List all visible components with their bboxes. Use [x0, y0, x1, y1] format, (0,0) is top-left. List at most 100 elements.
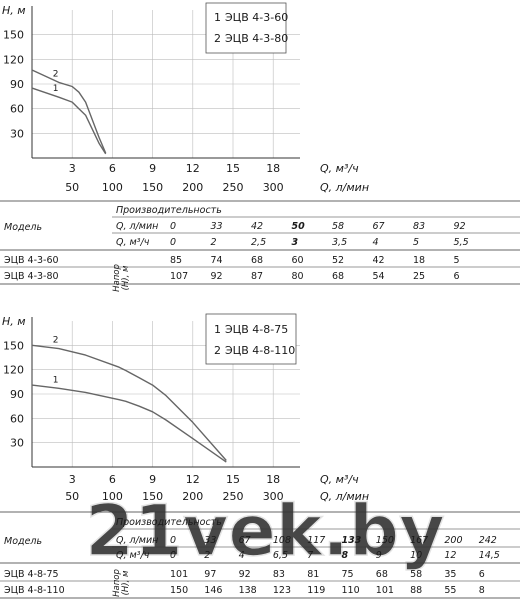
legend-num-1: 1 [214, 323, 221, 336]
legend: 1 ЭЦВ 4-3-60 2 ЭЦВ 4-3-80 [205, 2, 288, 54]
x-tick-label-lmin: 250 [223, 490, 244, 503]
x-tick-label-m3h: 12 [186, 162, 200, 175]
q-lmin-cell: 33 [211, 221, 223, 232]
model-header: Модель [4, 536, 42, 547]
q-lmin-cell: 67 [373, 221, 385, 232]
y-tick-label: 30 [10, 437, 24, 450]
q-lmin-cell: 67 [239, 535, 251, 546]
head-value-cell: 87 [251, 271, 263, 282]
head-value-cell: 8 [479, 585, 485, 596]
head-value-cell: 35 [444, 569, 456, 580]
head-value-cell: 81 [307, 569, 319, 580]
y-tick-label: 30 [10, 127, 24, 140]
x-axis-label-lmin: Q, л/мин [320, 490, 369, 503]
series-line-1 [31, 384, 227, 463]
q-m3h-cell: 7 [307, 550, 313, 561]
q-lmin-cell: 0 [170, 221, 176, 232]
x-tick-label-lmin: 100 [102, 490, 123, 503]
q-m3h-cell: 0 [170, 237, 176, 248]
q-m3h-label: Q, м³/ч [116, 237, 150, 248]
legend-label-2: ЭЦВ 4-8-110 [225, 344, 295, 357]
head-value-cell: 85 [170, 255, 182, 266]
q-lmin-cell: 42 [251, 221, 263, 232]
head-label: Напор (H), м [112, 569, 131, 597]
q-lmin-cell: 150 [376, 535, 394, 546]
head-value-cell: 74 [211, 255, 223, 266]
head-value-cell: 101 [170, 569, 188, 580]
q-m3h-cell: 2 [211, 237, 217, 248]
x-tick-label-lmin: 300 [263, 181, 284, 194]
q-lmin-cell: 117 [307, 535, 325, 546]
y-tick-label: 150 [3, 339, 24, 352]
head-value-cell: 60 [292, 255, 304, 266]
y-tick-label: 120 [3, 53, 24, 66]
head-value-cell: 119 [307, 585, 325, 596]
q-lmin-cell: 33 [204, 535, 216, 546]
head-value-cell: 6 [454, 271, 460, 282]
series-number-label-2: 2 [53, 336, 59, 346]
head-value-cell: 68 [251, 255, 263, 266]
legend: 1 ЭЦВ 4-8-75 2 ЭЦВ 4-8-110 [205, 313, 297, 365]
prod-header: Производительность [116, 205, 222, 216]
q-m3h-cell: 2,5 [251, 237, 266, 248]
watermark-text: 21vek.by [85, 490, 444, 572]
head-value-cell: 146 [204, 585, 222, 596]
head-value-cell: 97 [204, 569, 216, 580]
x-tick-label-m3h: 3 [69, 162, 76, 175]
head-label-line-2: (H), м [121, 570, 131, 595]
head-label-line-1: Напор [112, 569, 122, 597]
q-lmin-cell: 50 [292, 221, 306, 232]
x-tick-label-m3h: 18 [266, 162, 280, 175]
q-lmin-cell: 83 [413, 221, 425, 232]
q-lmin-cell: 0 [170, 535, 176, 546]
head-value-cell: 107 [170, 271, 188, 282]
x-tick-label-lmin: 200 [182, 181, 203, 194]
model-name: ЭЦВ 4-8-110 [4, 585, 65, 596]
y-axis-label: H, м [2, 4, 26, 17]
x-axis-label-lmin: Q, л/мин [320, 181, 369, 194]
series-number-label-1: 1 [53, 84, 59, 94]
legend-label-2: ЭЦВ 4-3-80 [225, 32, 288, 45]
head-value-cell: 18 [413, 255, 425, 266]
x-tick-label-lmin: 50 [65, 181, 79, 194]
x-tick-label-lmin: 150 [142, 490, 163, 503]
x-tick-label-lmin: 300 [263, 490, 284, 503]
x-tick-label-m3h: 15 [226, 473, 240, 486]
model-name: ЭЦВ 4-3-60 [4, 255, 59, 266]
legend-box [205, 313, 297, 365]
legend-num-2: 2 [214, 344, 221, 357]
q-m3h-cell: 3 [292, 237, 299, 248]
legend-label-1: ЭЦВ 4-3-60 [225, 11, 288, 24]
series-line-2 [31, 344, 227, 461]
q-lmin-label: Q, л/мин [116, 535, 158, 546]
head-value-cell: 54 [373, 271, 385, 282]
head-value-cell: 6 [479, 569, 485, 580]
legend-box [205, 2, 287, 54]
x-tick-label-m3h: 6 [109, 473, 116, 486]
q-m3h-cell: 9 [376, 550, 382, 561]
q-lmin-cell: 200 [444, 535, 462, 546]
q-m3h-cell: 0 [170, 550, 176, 561]
y-tick-label: 90 [10, 388, 24, 401]
head-value-cell: 42 [373, 255, 385, 266]
prod-header: Производительность [116, 517, 222, 528]
legend-label-1: ЭЦВ 4-8-75 [225, 323, 288, 336]
head-label-line-2: (H), м [121, 265, 131, 290]
q-m3h-cell: 3,5 [332, 237, 347, 248]
head-value-cell: 80 [292, 271, 304, 282]
x-tick-label-lmin: 250 [223, 181, 244, 194]
head-value-cell: 138 [239, 585, 257, 596]
x-axis-label-m3h: Q, м³/ч [320, 473, 359, 486]
x-tick-label-m3h: 9 [149, 473, 156, 486]
head-value-cell: 101 [376, 585, 394, 596]
head-value-cell: 5 [454, 255, 460, 266]
performance-table-2: Производительность Модель Q, л/мин Q, м³… [0, 511, 520, 599]
x-tick-label-m3h: 18 [266, 473, 280, 486]
x-tick-label-m3h: 6 [109, 162, 116, 175]
x-tick-label-lmin: 150 [142, 181, 163, 194]
head-value-cell: 68 [376, 569, 388, 580]
q-lmin-cell: 92 [454, 221, 466, 232]
